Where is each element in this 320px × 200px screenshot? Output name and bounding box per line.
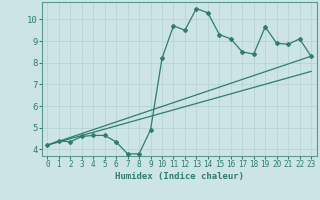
X-axis label: Humidex (Indice chaleur): Humidex (Indice chaleur) <box>115 172 244 181</box>
